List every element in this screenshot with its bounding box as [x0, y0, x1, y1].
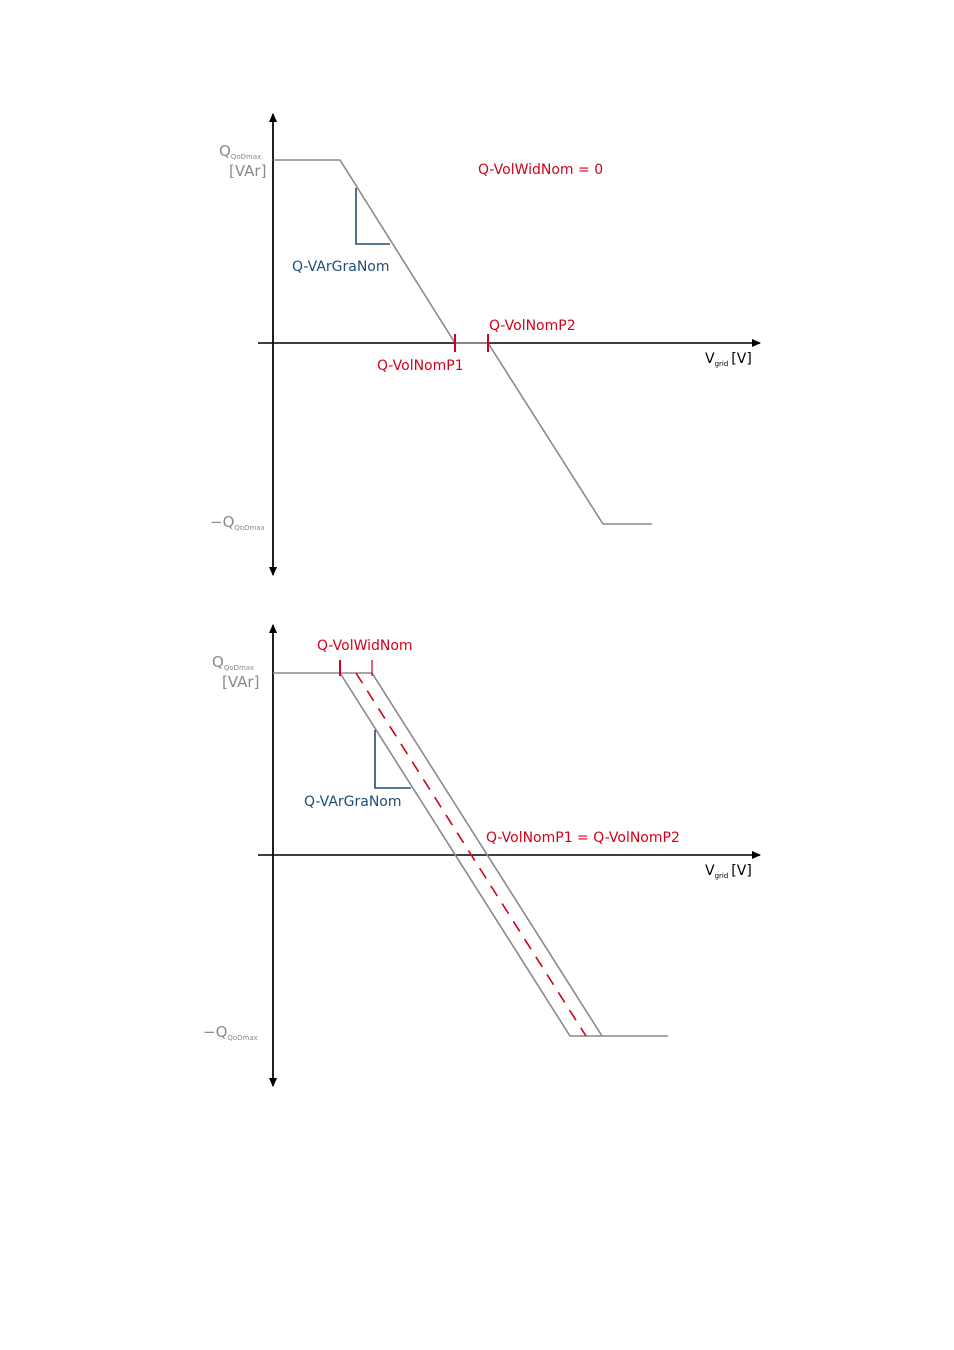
equal-label-2: Q-VolNomP1 = Q-VolNomP2 [486, 830, 680, 846]
width-label-2: Q-VolWidNom [317, 638, 413, 654]
condition-label-1: Q-VolWidNom = 0 [478, 162, 603, 178]
y-axis-label-2: QQoDmax [212, 653, 254, 672]
q-v-curve-2-lower [273, 672, 668, 1037]
diagram-2: QQoDmax [VAr] −QQoDmax Vgrid [V] Q-VolWid… [203, 624, 761, 1087]
gradient-indicator-1 [355, 188, 390, 245]
y-axis-unit-2: [VAr] [222, 673, 259, 691]
q-v-curve-1 [273, 159, 652, 525]
gradient-label-2: Q-VArGraNom [304, 794, 402, 810]
p1-label-1: Q-VolNomP1 [377, 358, 464, 374]
x-axis-label-1: Vgrid [V] [705, 351, 752, 368]
y-axis-neg-label-2: −QQoDmax [203, 1023, 258, 1042]
gradient-indicator-2 [374, 730, 411, 789]
x-axis-label-2: Vgrid [V] [705, 863, 752, 880]
y-axis-neg-label-1: −QQoDmax [210, 513, 265, 532]
y-axis-label-1: QQoDmax [219, 142, 261, 161]
y-axis-unit-1: [VAr] [229, 162, 266, 180]
p2-label-1: Q-VolNomP2 [489, 318, 576, 334]
diagram-1: QQoDmax [VAr] −QQoDmax Vgrid [V] Q-VolWid… [210, 113, 761, 576]
center-dashed-line-2 [355, 672, 587, 1037]
gradient-label-1: Q-VArGraNom [292, 259, 390, 275]
